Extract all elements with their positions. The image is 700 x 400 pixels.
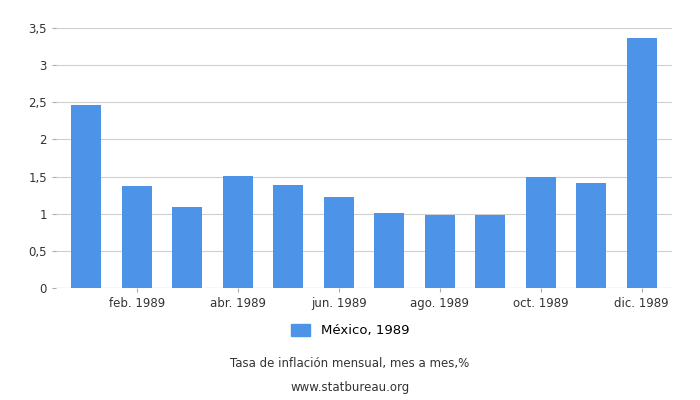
Bar xyxy=(475,215,505,288)
Bar xyxy=(223,176,253,288)
Bar xyxy=(273,186,303,288)
Bar xyxy=(526,176,556,288)
Bar xyxy=(576,182,606,288)
Bar xyxy=(323,197,354,288)
Bar xyxy=(425,215,455,288)
Legend: México, 1989: México, 1989 xyxy=(286,318,414,342)
Text: Tasa de inflación mensual, mes a mes,%: Tasa de inflación mensual, mes a mes,% xyxy=(230,358,470,370)
Bar xyxy=(122,186,152,288)
Bar xyxy=(71,105,101,288)
Bar xyxy=(374,213,405,288)
Bar xyxy=(172,207,202,288)
Text: www.statbureau.org: www.statbureau.org xyxy=(290,382,410,394)
Bar xyxy=(626,38,657,288)
